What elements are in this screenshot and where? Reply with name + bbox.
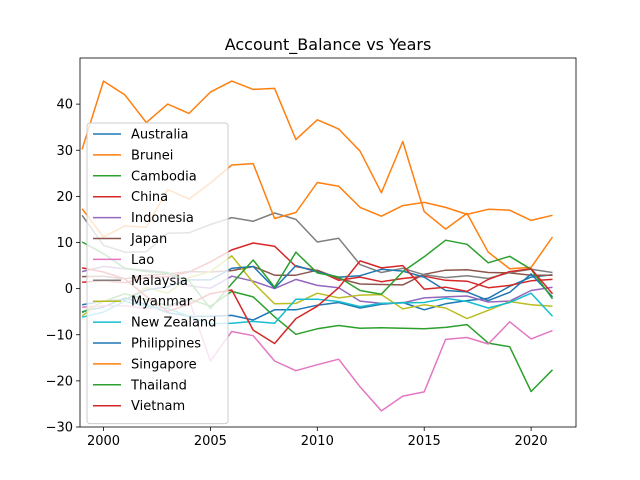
legend-label-brunei: Brunei: [131, 148, 173, 163]
legend-label-china: China: [131, 190, 168, 205]
x-tick-label: 2005: [194, 434, 227, 449]
legend-label-myanmar: Myanmar: [131, 295, 193, 310]
y-tick-label: 20: [56, 190, 73, 205]
legend-label-vietnam: Vietnam: [131, 399, 185, 414]
x-tick-label: 2015: [408, 434, 441, 449]
legend-label-philippines: Philippines: [131, 337, 201, 352]
y-tick-label: 40: [56, 98, 73, 113]
series-line-brunei: [81, 80, 554, 270]
y-tick-label: −10: [46, 328, 73, 343]
y-tick-label: −20: [46, 374, 73, 389]
x-axis: 2000 2005 2010 2015 2020: [87, 427, 548, 449]
y-axis: −30 −20 −10 0 10 20 30 40: [46, 98, 80, 436]
y-tick-label: −30: [46, 421, 73, 436]
plot-frame: [79, 57, 577, 428]
legend-label-malaysia: Malaysia: [131, 274, 188, 289]
y-tick-label: 0: [65, 282, 73, 297]
x-tick-label: 2000: [87, 434, 120, 449]
legend: Australia Brunei Cambodia China Indonesia Jap…: [86, 122, 229, 425]
legend-label-japan: Japan: [130, 232, 167, 247]
legend-label-australia: Australia: [131, 128, 189, 143]
legend-label-lao: Lao: [131, 253, 154, 268]
legend-label-indonesia: Indonesia: [131, 211, 194, 226]
legend-label-new-zealand: New Zealand: [131, 316, 216, 331]
y-tick-label: 10: [56, 236, 73, 251]
legend-label-cambodia: Cambodia: [131, 169, 197, 184]
legend-label-singapore: Singapore: [131, 357, 197, 372]
legend-box: [86, 122, 229, 425]
chart-title: Account_Balance vs Years: [225, 35, 432, 55]
y-tick-label: 30: [56, 144, 73, 159]
x-tick-label: 2020: [515, 434, 548, 449]
legend-label-thailand: Thailand: [130, 378, 187, 393]
x-tick-label: 2010: [301, 434, 334, 449]
